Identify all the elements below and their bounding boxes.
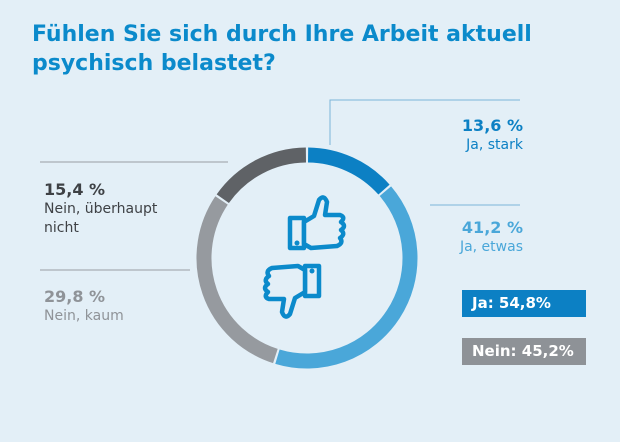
label-nein-ueberhaupt-cat-2: nicht [44,220,79,236]
label-ja-etwas-cat: Ja, etwas [459,239,523,255]
donut-slice-nein-kaum [196,196,278,364]
donut-slice-nein-ueberhaupt [216,147,307,204]
label-nein-kaum-pct: 29,8 % [44,287,106,306]
donut-slice-ja-etwas [275,186,418,369]
label-nein-ueberhaupt-pct: 15,4 % [44,180,106,199]
thumbs-up-dot [294,240,300,246]
label-ja-stark: 13,6 % Ja, stark [462,116,523,155]
leader-line-ja-stark [329,99,520,145]
donut-slices [196,147,418,369]
label-ja-stark-pct: 13,6 % [461,116,523,135]
thumbs-up-icon [287,195,347,251]
summary-ja-badge: Ja: 54,8% [462,290,586,317]
chart-title: Fühlen Sie sich durch Ihre Arbeit aktuel… [32,22,532,76]
label-nein-kaum: 29,8 % Nein, kaum [44,287,124,326]
label-ja-etwas-pct: 41,2 % [461,218,523,237]
label-nein-kaum-cat: Nein, kaum [44,308,124,324]
label-ja-stark-cat: Ja, stark [466,137,523,153]
summary-nein-badge: Nein: 45,2% [462,338,586,365]
label-nein-ueberhaupt-cat-1: Nein, überhaupt [44,201,158,217]
thumbs-down-dot [309,268,315,274]
donut-slice-ja-stark [307,147,390,195]
thumbs-down-icon [262,263,322,319]
label-nein-ueberhaupt: 15,4 % Nein, überhaupt nicht [44,180,157,238]
label-ja-etwas: 41,2 % Ja, etwas [460,218,523,257]
